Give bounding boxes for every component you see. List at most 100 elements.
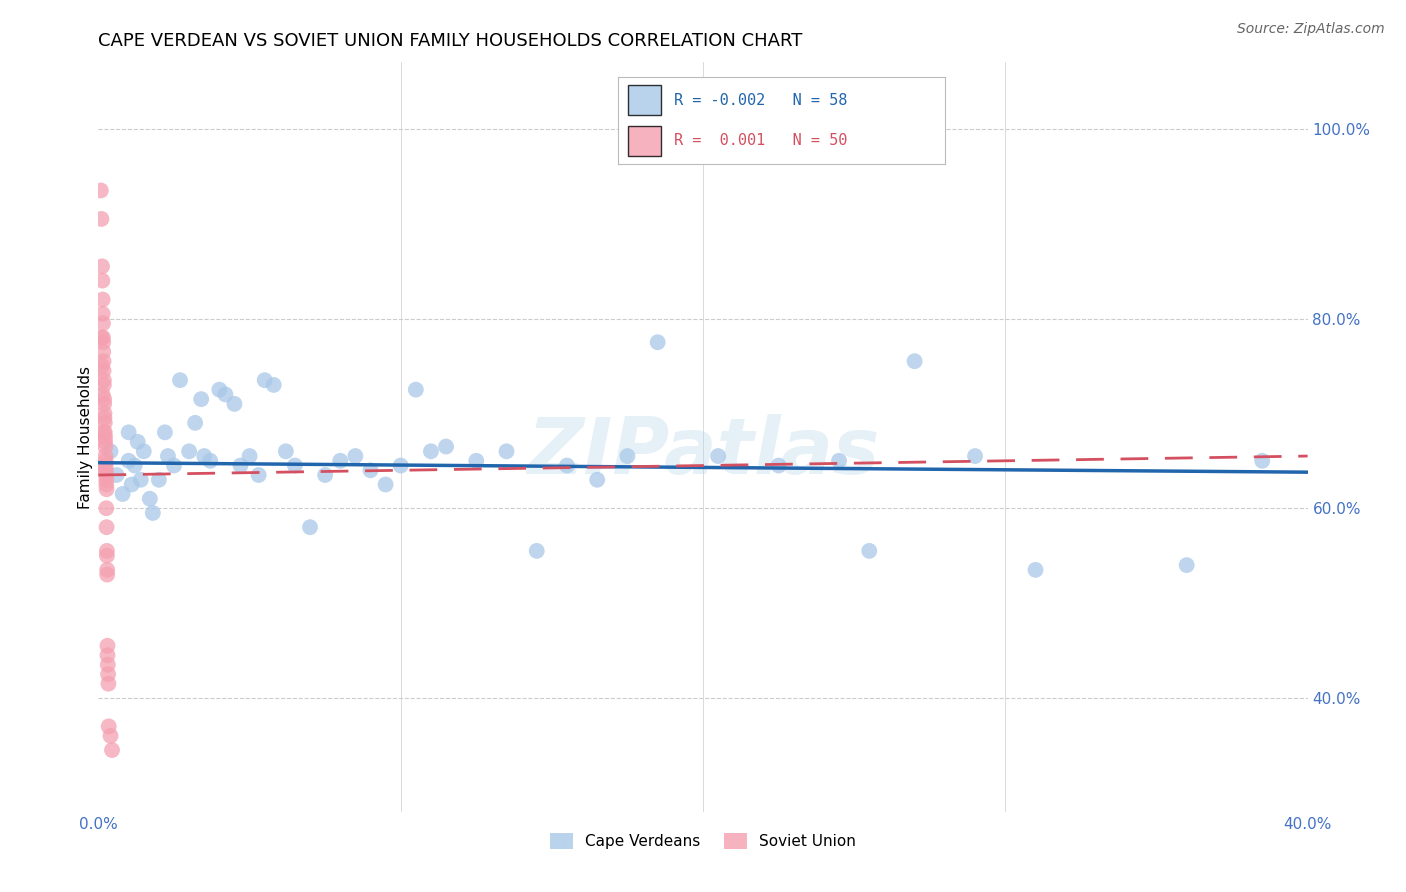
Point (93, 411, 115, 425)
Point (118, 425, 141, 440)
Point (91, 260, 114, 274)
Point (616, 449, 638, 463)
Text: CAPE VERDEAN VS SOVIET UNION FAMILY HOUSEHOLDS CORRELATION CHART: CAPE VERDEAN VS SOVIET UNION FAMILY HOUS… (98, 32, 803, 50)
Point (97, 657, 120, 672)
Point (127, 434, 149, 449)
Point (163, 458, 186, 473)
Point (329, 454, 352, 468)
Point (94, 449, 117, 463)
Point (229, 458, 252, 473)
Point (148, 473, 170, 487)
Point (100, 444, 122, 458)
Point (91, 316, 114, 330)
Point (93, 364, 115, 378)
Point (153, 425, 176, 440)
Point (96, 520, 118, 534)
Point (465, 454, 488, 468)
Point (586, 473, 609, 487)
Point (904, 354, 927, 368)
Point (96, 567, 118, 582)
Point (93, 378, 115, 392)
Point (105, 468, 128, 483)
Point (101, 743, 124, 757)
Point (263, 378, 285, 392)
Point (239, 449, 262, 463)
Point (184, 416, 207, 430)
Point (858, 544, 880, 558)
Point (91, 274, 114, 288)
Point (91, 293, 114, 307)
Point (344, 449, 367, 463)
Point (94, 468, 117, 483)
Point (96, 648, 118, 663)
Point (121, 477, 143, 491)
Point (96, 639, 118, 653)
Point (965, 449, 987, 463)
Point (90, 184, 112, 198)
Point (389, 458, 412, 473)
Point (96, 549, 118, 563)
Point (94, 458, 117, 473)
Point (118, 454, 141, 468)
Point (94, 463, 117, 477)
Point (93, 392, 115, 406)
Point (94, 425, 117, 440)
Y-axis label: Family Households: Family Households (77, 366, 93, 508)
Text: Source: ZipAtlas.com: Source: ZipAtlas.com (1237, 22, 1385, 37)
Point (97, 667, 120, 681)
Point (434, 440, 457, 454)
Point (93, 425, 115, 440)
Point (132, 444, 155, 458)
Point (224, 397, 246, 411)
Point (253, 373, 276, 387)
Point (555, 458, 578, 473)
Point (111, 487, 134, 501)
Point (208, 383, 231, 397)
Point (91, 387, 114, 401)
Point (96, 563, 118, 577)
Point (90, 330, 112, 344)
Point (139, 491, 162, 506)
Point (96, 482, 118, 496)
Point (707, 449, 730, 463)
Point (129, 473, 152, 487)
Point (124, 458, 146, 473)
Point (97, 676, 120, 690)
Point (768, 458, 790, 473)
Point (93, 406, 115, 420)
Point (169, 373, 191, 387)
Point (93, 354, 115, 368)
Point (647, 335, 669, 350)
Point (91, 307, 114, 321)
Point (420, 444, 443, 458)
Point (190, 392, 212, 406)
Point (495, 444, 517, 458)
Point (97, 719, 120, 733)
Point (1251, 454, 1274, 468)
Point (94, 440, 117, 454)
Point (93, 397, 115, 411)
Point (828, 454, 851, 468)
Text: ZIPatlas: ZIPatlas (527, 414, 879, 490)
Point (214, 387, 236, 401)
Point (284, 458, 307, 473)
Point (96, 544, 118, 558)
Point (96, 477, 118, 491)
Point (299, 520, 322, 534)
Point (374, 477, 396, 491)
Point (94, 463, 117, 477)
Point (156, 449, 179, 463)
Point (193, 449, 215, 463)
Point (91, 335, 114, 350)
Point (247, 468, 270, 483)
Point (314, 468, 336, 483)
Point (94, 454, 117, 468)
Point (91, 344, 114, 359)
Point (91, 330, 114, 344)
Point (200, 454, 222, 468)
Point (96, 501, 118, 516)
Point (100, 729, 122, 743)
Point (405, 383, 427, 397)
Point (526, 544, 548, 558)
Point (94, 430, 117, 444)
